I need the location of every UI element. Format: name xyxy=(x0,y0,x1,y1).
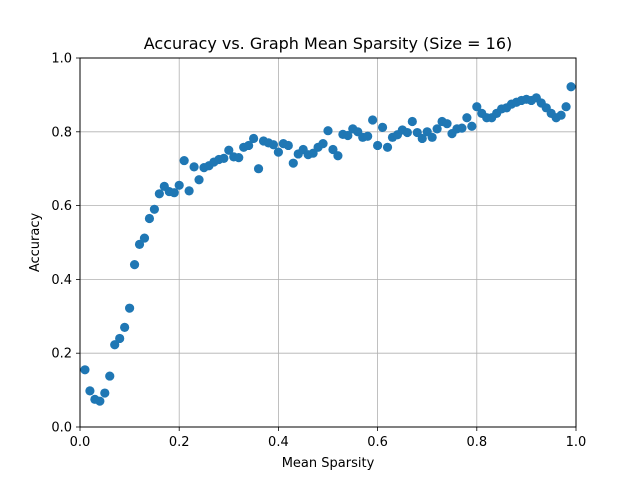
data-point xyxy=(402,127,412,138)
data-point xyxy=(80,365,90,375)
y-tick-label: 0.4 xyxy=(51,273,72,288)
data-point xyxy=(224,145,234,155)
data-point xyxy=(110,340,120,350)
data-point xyxy=(169,188,179,198)
data-point xyxy=(268,140,279,150)
data-point xyxy=(105,371,115,381)
data-point xyxy=(219,153,229,163)
data-point xyxy=(253,164,264,174)
data-point xyxy=(154,189,164,199)
data-point xyxy=(407,116,417,127)
data-point xyxy=(189,162,199,172)
data-point xyxy=(328,144,338,155)
y-tick-label: 0.8 xyxy=(51,125,72,140)
data-point xyxy=(194,175,204,185)
data-point xyxy=(556,110,566,120)
x-axis-label: Mean Sparsity xyxy=(282,456,375,471)
data-point xyxy=(467,121,477,131)
y-tick-label: 1.0 xyxy=(51,52,72,67)
data-point xyxy=(120,322,130,332)
data-point xyxy=(129,260,140,270)
data-point xyxy=(382,142,393,152)
x-tick-label: 0.2 xyxy=(169,435,190,450)
data-point xyxy=(323,126,333,136)
data-point xyxy=(244,140,254,151)
data-point xyxy=(95,396,105,406)
chart-title: Accuracy vs. Graph Mean Sparsity (Size =… xyxy=(144,34,513,53)
data-point xyxy=(234,153,244,163)
data-point xyxy=(427,132,437,142)
data-point xyxy=(561,102,571,112)
data-point xyxy=(134,239,145,249)
data-point xyxy=(368,115,378,125)
data-points xyxy=(80,82,576,406)
data-point xyxy=(149,204,159,214)
data-point xyxy=(373,140,383,151)
data-point xyxy=(318,139,328,149)
x-tick-label: 0.8 xyxy=(466,435,487,450)
data-point xyxy=(417,133,427,144)
data-point xyxy=(85,386,95,396)
data-point xyxy=(432,124,442,134)
data-point xyxy=(144,213,155,224)
data-point xyxy=(273,147,283,157)
y-tick-label: 0.6 xyxy=(51,199,72,214)
data-point xyxy=(566,82,576,92)
data-point xyxy=(343,130,353,141)
data-point xyxy=(174,180,184,190)
data-point xyxy=(472,102,482,112)
data-point xyxy=(184,186,194,196)
data-point xyxy=(283,140,293,151)
data-point xyxy=(115,333,125,344)
data-point xyxy=(249,133,259,144)
y-tick-label: 0.0 xyxy=(51,421,72,436)
data-point xyxy=(100,388,110,398)
x-tick-label: 0.6 xyxy=(367,435,388,450)
data-point xyxy=(333,151,343,161)
x-tick-label: 1.0 xyxy=(566,435,587,450)
data-point xyxy=(377,122,388,132)
plot-frame xyxy=(79,57,577,428)
data-point xyxy=(179,155,189,166)
data-point xyxy=(125,303,135,313)
y-tick-label: 0.2 xyxy=(51,347,72,362)
data-point xyxy=(139,233,150,243)
data-point xyxy=(457,123,467,133)
x-tick-label: 0.0 xyxy=(70,435,91,450)
data-point xyxy=(288,158,298,168)
x-tick-label: 0.4 xyxy=(268,435,289,450)
data-point xyxy=(462,113,472,123)
data-point xyxy=(363,131,373,141)
y-axis-label: Accuracy xyxy=(28,213,43,273)
data-point xyxy=(442,119,452,129)
ticks: 0.0 0.2 0.4 0.6 0.8 1.0 0.0 0.2 0.4 0.6 0.8 1.0 xyxy=(51,52,586,451)
